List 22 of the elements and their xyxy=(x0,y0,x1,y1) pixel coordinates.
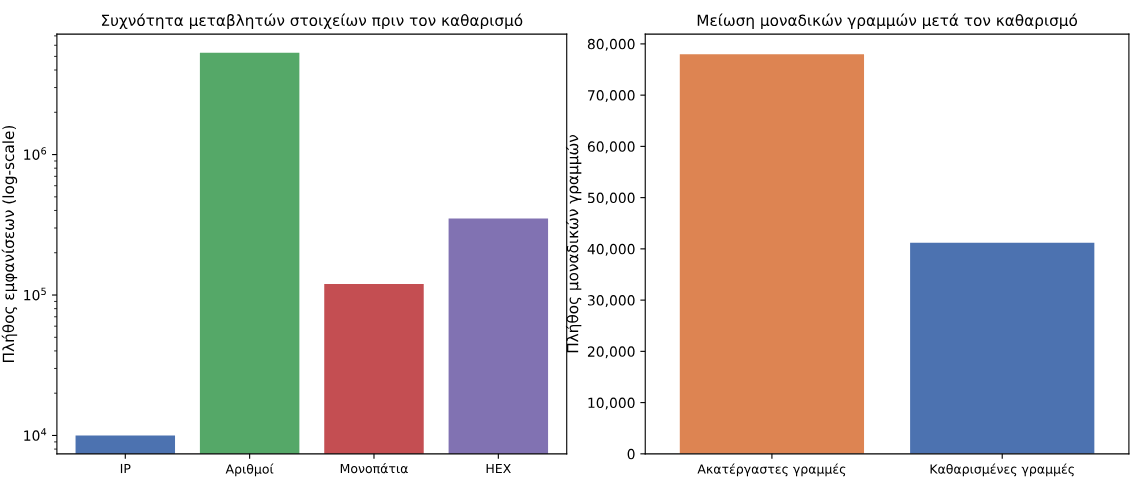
y-tick-label: 0 xyxy=(627,448,635,460)
x-tick-label: HEX xyxy=(486,463,511,474)
y-axis-title: Πλήθος μοναδικών γραμμών xyxy=(565,134,582,353)
x-tick-label: IP xyxy=(120,463,131,474)
x-tick-label: Ακατέργαστες γραμμές xyxy=(697,463,846,477)
y-tick-label: 50,000 xyxy=(588,192,635,205)
y-tick-label: 40,000 xyxy=(587,243,635,256)
chart-title: Συχνότητα μεταβλητών στοιχείων πριν τον καθαρισμό xyxy=(101,13,523,30)
chart-title: Μείωση μοναδικών γραμμών μετά τον καθαρισμό xyxy=(697,13,1078,29)
x-tick-label: Αριθμοί xyxy=(225,463,274,477)
y-tick-label: 70,000 xyxy=(588,90,635,103)
y-axis-title: Πλήθος εμφανίσεων (log-scale) xyxy=(1,125,18,362)
y-tick-label: 10$^{5}$ xyxy=(24,287,46,301)
y-tick-label: 20,000 xyxy=(587,346,635,359)
y-tick-label: 10$^{6}$ xyxy=(24,147,47,160)
x-tick-label: Καθαρισμένες γραμμές xyxy=(930,463,1074,477)
y-tick-label: 80,000 xyxy=(587,38,635,51)
y-tick-label: 10$^{4}$ xyxy=(24,428,47,441)
y-tick-label: 10,000 xyxy=(588,397,635,410)
y-tick-label: 30,000 xyxy=(587,295,635,307)
x-tick-label: Μονοπάτια xyxy=(340,463,408,474)
y-tick-label: 60,000 xyxy=(587,141,635,154)
